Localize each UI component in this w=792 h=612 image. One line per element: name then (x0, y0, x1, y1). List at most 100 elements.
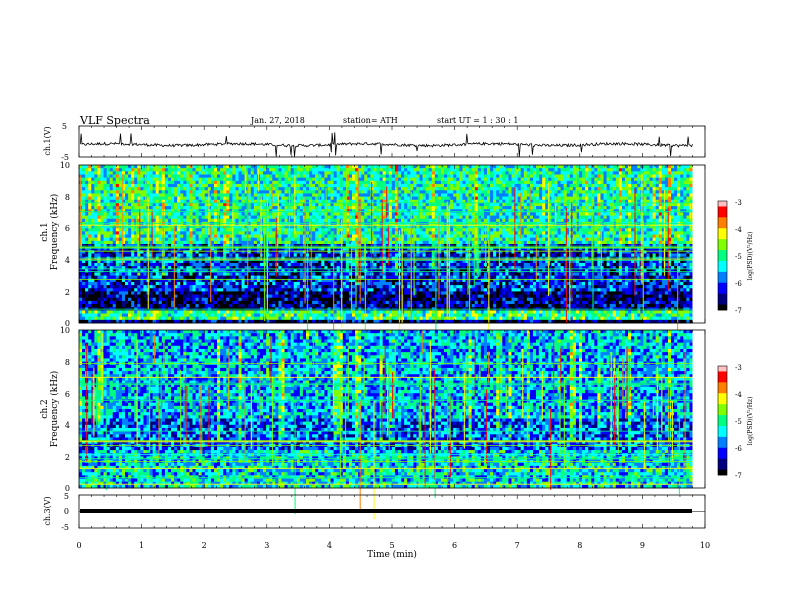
spectrogram-cell (284, 316, 288, 321)
spectrogram-cell (361, 177, 365, 182)
spectrogram-cell (94, 206, 98, 210)
spectrogram-cell (134, 272, 138, 276)
spectrogram-cell (382, 272, 387, 276)
spectrogram-cell (155, 247, 160, 251)
spectrogram-cell (177, 212, 181, 216)
spectrogram-cell (250, 250, 255, 254)
spectrogram-cell (140, 215, 144, 220)
spectrogram-cell (183, 281, 187, 286)
spectrogram-cell (379, 234, 384, 239)
spectrogram-cell (330, 310, 334, 314)
spectrogram-cell (352, 310, 356, 314)
spectrogram-cell (220, 278, 224, 283)
spectrogram-cell (189, 319, 193, 324)
spectrogram-cell (220, 256, 224, 261)
spectrogram-cell (358, 190, 362, 194)
spectrogram-cell (85, 247, 89, 251)
spectrogram-cell (201, 256, 206, 261)
spectrogram-cell (275, 196, 279, 201)
spectrogram-cell (143, 310, 147, 314)
spectrogram-cell (79, 285, 83, 289)
spectrogram-cell (290, 281, 295, 286)
spectrogram-cell (155, 234, 160, 239)
spectrogram-cell (305, 196, 310, 201)
spectrogram-cell (164, 250, 169, 254)
spectrogram-cell (174, 193, 178, 197)
spectrogram-cell (244, 168, 249, 172)
spectrogram-cell (232, 218, 236, 223)
spectrogram-cell (244, 256, 249, 261)
spectrogram-cell (158, 215, 163, 220)
spectrogram-cell (192, 206, 196, 210)
spectrogram-cell (352, 300, 356, 305)
spectrogram-cell (82, 319, 86, 324)
spectrogram-cell (149, 310, 154, 314)
spectrogram-cell (376, 319, 381, 324)
spectrogram-cell (376, 272, 381, 276)
spectrogram-cell (131, 294, 135, 299)
spectrogram-cell (318, 165, 322, 169)
spectrogram-cell (244, 218, 249, 223)
spectrogram-cell (171, 247, 175, 251)
spectrogram-cell (183, 275, 187, 280)
spectrogram-cell (164, 177, 169, 182)
spectrogram-cell (364, 174, 368, 179)
spectrogram-cell (118, 319, 123, 324)
spectrogram-cell (220, 196, 224, 201)
spectrogram-cell (134, 291, 138, 295)
spectrogram-cell (207, 212, 212, 216)
spectrogram-cell (131, 313, 135, 318)
spectrogram-cell (223, 177, 227, 182)
spectrogram-cell (364, 177, 368, 182)
spectrogram-cell (336, 288, 341, 292)
spectrogram-cell (299, 237, 304, 242)
spectrogram-cell (321, 209, 325, 213)
spectrogram-cell (281, 187, 285, 191)
spectrogram-cell (125, 278, 129, 283)
spectrogram-cell (269, 165, 273, 169)
spectrogram-cell (137, 237, 141, 242)
spectrogram-cell (253, 240, 258, 245)
spectrogram-cell (158, 262, 163, 267)
spectrogram-cell (167, 187, 172, 191)
spectrogram-cell (342, 187, 347, 191)
spectrogram-cell (91, 177, 95, 182)
spectrogram-cell (149, 190, 154, 194)
spectrogram-cell (198, 177, 203, 182)
spectrogram-cell (164, 259, 169, 264)
spectrogram-cell (250, 196, 255, 201)
spectrogram-cell (220, 228, 224, 232)
spectrogram-cell (290, 291, 295, 295)
spectrogram-cell (213, 300, 218, 305)
spectrogram-cell (361, 237, 365, 242)
spectrogram-cell (299, 275, 304, 280)
spectrogram-cell (183, 215, 187, 220)
spectrogram-cell (278, 281, 282, 286)
spectrogram-cell (364, 168, 368, 172)
spectrogram-cell (330, 228, 334, 232)
spectrogram-cell (210, 218, 215, 223)
spectrogram-cell (198, 288, 203, 292)
spectrogram-cell (330, 165, 334, 169)
spectrogram-cell (290, 190, 295, 194)
spectrogram-cell (235, 259, 239, 264)
spectrogram-cell (376, 313, 381, 318)
spectrogram-cell (250, 262, 255, 267)
spectrogram-cell (321, 212, 325, 216)
spectrogram-cell (115, 300, 120, 305)
spectrogram-cell (192, 193, 196, 197)
spectrogram-cell (217, 310, 221, 314)
spectrogram-cell (275, 275, 279, 280)
spectrogram-cell (189, 187, 193, 191)
spectrogram-cell (171, 206, 175, 210)
spectrogram-cell (213, 275, 218, 280)
spectrogram-cell (109, 177, 114, 182)
spectrogram-cell (91, 275, 95, 280)
spectrogram-cell (112, 300, 117, 305)
spectrogram-cell (94, 278, 98, 283)
spectrogram-cell (232, 247, 236, 251)
spectrogram-cell (309, 196, 313, 201)
spectrogram-cell (266, 174, 270, 179)
spectrogram-cell (253, 228, 258, 232)
spectrogram-cell (309, 313, 313, 318)
